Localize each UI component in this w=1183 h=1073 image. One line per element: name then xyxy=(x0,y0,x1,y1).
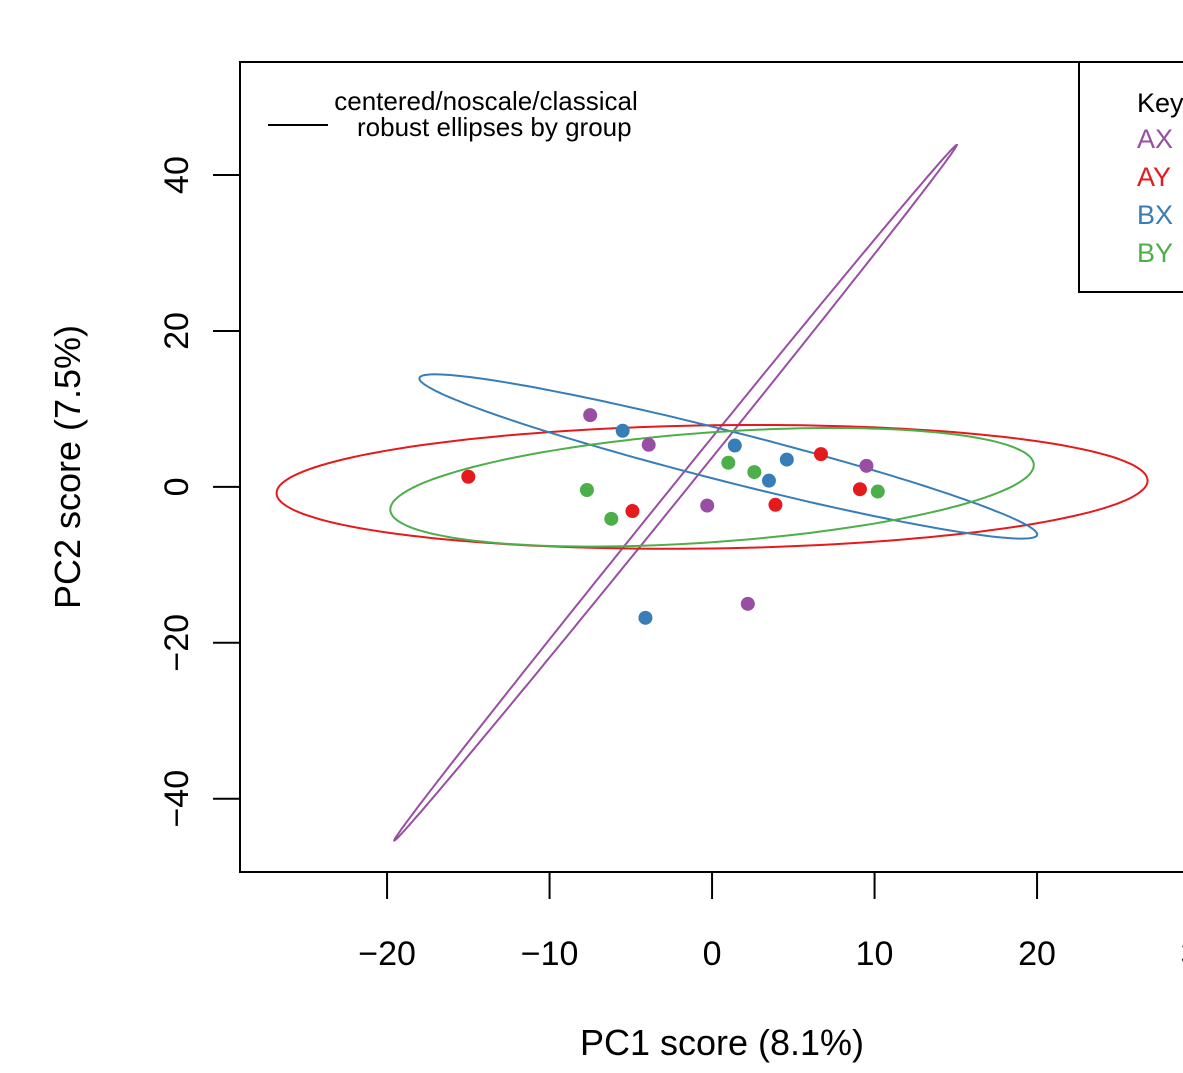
point xyxy=(641,437,656,452)
y-tick-label: 40 xyxy=(158,156,196,194)
x-tick-label: −20 xyxy=(358,935,416,973)
group-ellipse xyxy=(275,424,1149,550)
legend-title: Key xyxy=(1137,88,1183,118)
x-tick-label: 30 xyxy=(1181,935,1183,973)
y-tick-label: 0 xyxy=(158,477,196,496)
y-axis-label: PC2 score (7.5%) xyxy=(47,325,88,609)
point xyxy=(625,504,640,519)
annotation-line: robust ellipses by group xyxy=(357,112,632,142)
point xyxy=(583,408,598,423)
y-tick-label: −20 xyxy=(158,614,196,672)
point xyxy=(721,455,736,470)
y-tick-label: −40 xyxy=(158,770,196,828)
legend-entry: AX xyxy=(1137,124,1173,154)
point xyxy=(579,482,594,497)
point xyxy=(727,438,742,453)
x-tick-label: −10 xyxy=(521,935,579,973)
point xyxy=(700,498,715,513)
point xyxy=(461,469,476,484)
point xyxy=(740,596,755,611)
y-tick-label: 20 xyxy=(158,312,196,350)
point xyxy=(638,610,653,625)
group-ellipse xyxy=(389,427,1035,548)
x-tick-label: 10 xyxy=(856,935,894,973)
point xyxy=(852,482,867,497)
point xyxy=(747,465,762,480)
point xyxy=(859,458,874,473)
plot-frame xyxy=(239,61,1183,873)
legend-entry: AY xyxy=(1137,162,1171,192)
legend-entry: BX xyxy=(1137,200,1173,230)
legend-entry: BY xyxy=(1137,238,1173,268)
point xyxy=(604,511,619,526)
group-ellipse xyxy=(392,144,959,842)
x-tick-label: 20 xyxy=(1018,935,1056,973)
point xyxy=(870,484,885,499)
point xyxy=(768,497,783,512)
point xyxy=(813,447,828,462)
legend-box xyxy=(1078,61,1183,293)
group-ellipse xyxy=(418,373,1039,540)
x-axis-label: PC1 score (8.1%) xyxy=(580,1022,864,1063)
point xyxy=(615,423,630,438)
point xyxy=(779,452,794,467)
plot-area xyxy=(275,144,1149,842)
x-tick-label: 0 xyxy=(703,935,722,973)
point xyxy=(761,473,776,488)
annotation-title: centered/noscale/classical xyxy=(334,86,638,116)
